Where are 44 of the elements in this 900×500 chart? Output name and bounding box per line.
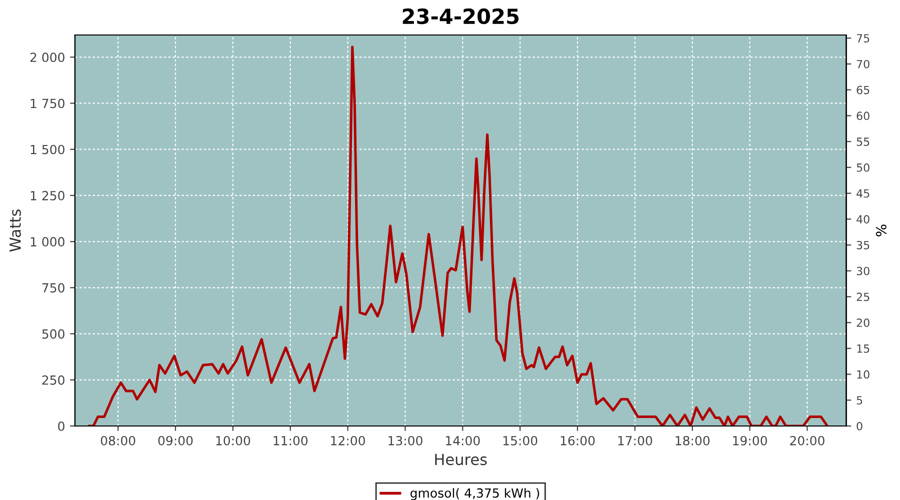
y-tick-label: 1 750 — [30, 98, 64, 108]
y2-tick-label: 40 — [856, 215, 870, 224]
x-tick-label: 10:00 — [216, 436, 250, 446]
x-tick-label: 19:00 — [733, 436, 767, 446]
y2-tick-label: 25 — [856, 292, 870, 302]
y-axis-title: Watts — [10, 210, 21, 252]
y2-tick-label: 60 — [856, 112, 870, 120]
y-tick-label: 2 000 — [30, 52, 64, 62]
y2-tick-label: 70 — [856, 60, 870, 68]
y2-tick-label: 0 — [856, 422, 862, 430]
y-tick-label: 0 — [58, 421, 64, 431]
x-tick-label: 12:00 — [331, 436, 365, 446]
y-tick-label: 500 — [42, 329, 64, 339]
y2-tick-label: 20 — [856, 318, 870, 327]
x-tick-label: 14:00 — [446, 436, 480, 446]
line-series — [88, 46, 829, 426]
y2-tick-label: 10 — [857, 370, 870, 379]
x-axis-title: Heures — [435, 454, 487, 466]
y-tick-label: 1 250 — [30, 190, 64, 200]
x-tick-label: 13:00 — [388, 436, 422, 446]
y2-tick-label: 35 — [856, 240, 870, 250]
y-tick-label: 1 500 — [30, 144, 64, 154]
legend-label: gmosol( 4,375 kWh ) — [410, 488, 540, 500]
y2-tick-label: 30 — [856, 266, 870, 276]
y2-tick-label: 65 — [856, 86, 870, 94]
y2-tick-label: 75 — [856, 34, 870, 42]
y-tick-label: 250 — [42, 375, 64, 385]
y2-axis-title: % — [876, 224, 886, 236]
y2-tick-label: 50 — [856, 163, 870, 172]
y-tick-label: 1 000 — [30, 237, 64, 246]
x-tick-label: 11:00 — [274, 436, 308, 446]
x-tick-label: 17:00 — [618, 436, 652, 446]
x-tick-label: 16:00 — [560, 436, 595, 446]
y2-tick-label: 15 — [857, 344, 870, 353]
y2-tick-label: 55 — [856, 138, 870, 146]
y2-tick-label: 5 — [856, 396, 862, 405]
x-tick-label: 08:00 — [100, 436, 136, 446]
x-tick-label: 20:00 — [790, 436, 824, 446]
x-tick-label: 18:00 — [676, 436, 710, 446]
y-tick-label: 750 — [42, 283, 64, 293]
y2-tick-label: 45 — [856, 189, 870, 198]
x-tick-label: 09:00 — [158, 436, 193, 446]
chart-title: 23-4-2025 — [402, 8, 519, 24]
x-tick-label: 15:00 — [503, 436, 538, 446]
